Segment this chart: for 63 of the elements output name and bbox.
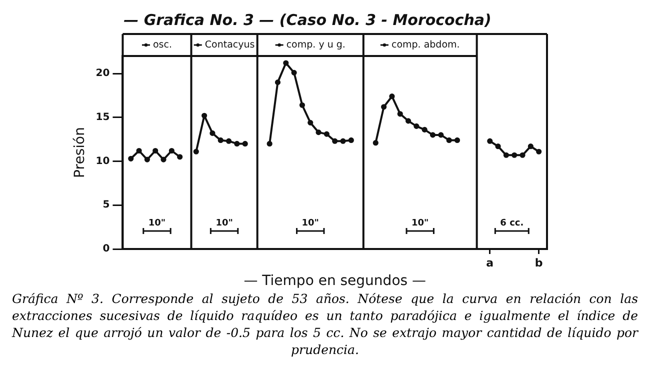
point <box>348 137 354 144</box>
point <box>202 112 208 118</box>
point <box>218 137 224 144</box>
point <box>397 111 403 117</box>
text: Gráfica Nº 3. Corresponde al sujeto de 53 años. Nótese que la curva en relación con las extracciones sucesivas de líquido raquídeo es un tanto paradójica e igualmente el índice de Nunez el que arrojó un valor de -0.5 para los 5 cc. No se extrajo mayor cantidad de líquido por prudencia. <box>10 290 640 358</box>
annotation: 6 cc. <box>500 218 524 228</box>
annotation: 10" <box>302 218 319 228</box>
point <box>128 156 134 162</box>
point <box>226 138 232 144</box>
x-tick-label: b <box>534 256 543 270</box>
point <box>430 132 436 138</box>
point <box>144 156 150 162</box>
point <box>503 152 510 158</box>
point <box>152 148 158 154</box>
point <box>266 140 272 147</box>
x-axis-title: — Tiempo en segundos — <box>244 273 426 290</box>
point <box>520 152 526 158</box>
chart-title: — Grafica No. 3 — (Caso No. 3 - Morococha) <box>124 10 492 29</box>
point <box>454 137 460 144</box>
point <box>528 144 534 150</box>
y-axis-title: Presión <box>72 127 88 178</box>
y-tick-label: 20 <box>96 68 110 80</box>
legend-label: Contacyus <box>204 39 255 50</box>
annotation: 10" <box>148 218 166 228</box>
y-tick-label: 15 <box>96 112 110 124</box>
point <box>234 140 240 147</box>
point <box>381 104 387 110</box>
point <box>536 148 542 154</box>
point <box>136 148 142 154</box>
point <box>308 120 314 126</box>
y-tick-label: 10 <box>96 156 110 167</box>
legend-label: comp. y u g. <box>286 39 346 50</box>
legend-label: comp. abdom. <box>391 39 460 50</box>
point <box>332 138 338 144</box>
point <box>160 156 166 162</box>
y-tick-label: 0 <box>102 244 110 255</box>
point <box>438 132 444 138</box>
point <box>283 60 289 66</box>
point <box>316 130 322 136</box>
point <box>242 140 248 147</box>
point <box>372 140 378 146</box>
point <box>324 131 330 137</box>
point <box>487 138 493 144</box>
point <box>340 138 346 144</box>
point <box>512 152 518 158</box>
point <box>299 102 306 108</box>
point <box>210 130 216 136</box>
point <box>193 148 199 154</box>
legend-label: osc. <box>152 39 172 50</box>
annotation: 10" <box>216 218 233 228</box>
point <box>177 154 183 160</box>
point <box>446 137 452 144</box>
point <box>495 144 501 150</box>
point <box>389 94 395 100</box>
point <box>168 148 174 154</box>
y-tick-label: 5 <box>102 200 110 211</box>
x-tick-label: a <box>486 256 494 270</box>
point <box>274 80 281 86</box>
point <box>291 70 297 76</box>
point <box>405 118 412 124</box>
point <box>414 123 420 129</box>
point <box>422 126 428 132</box>
annotation: 10" <box>412 218 429 228</box>
